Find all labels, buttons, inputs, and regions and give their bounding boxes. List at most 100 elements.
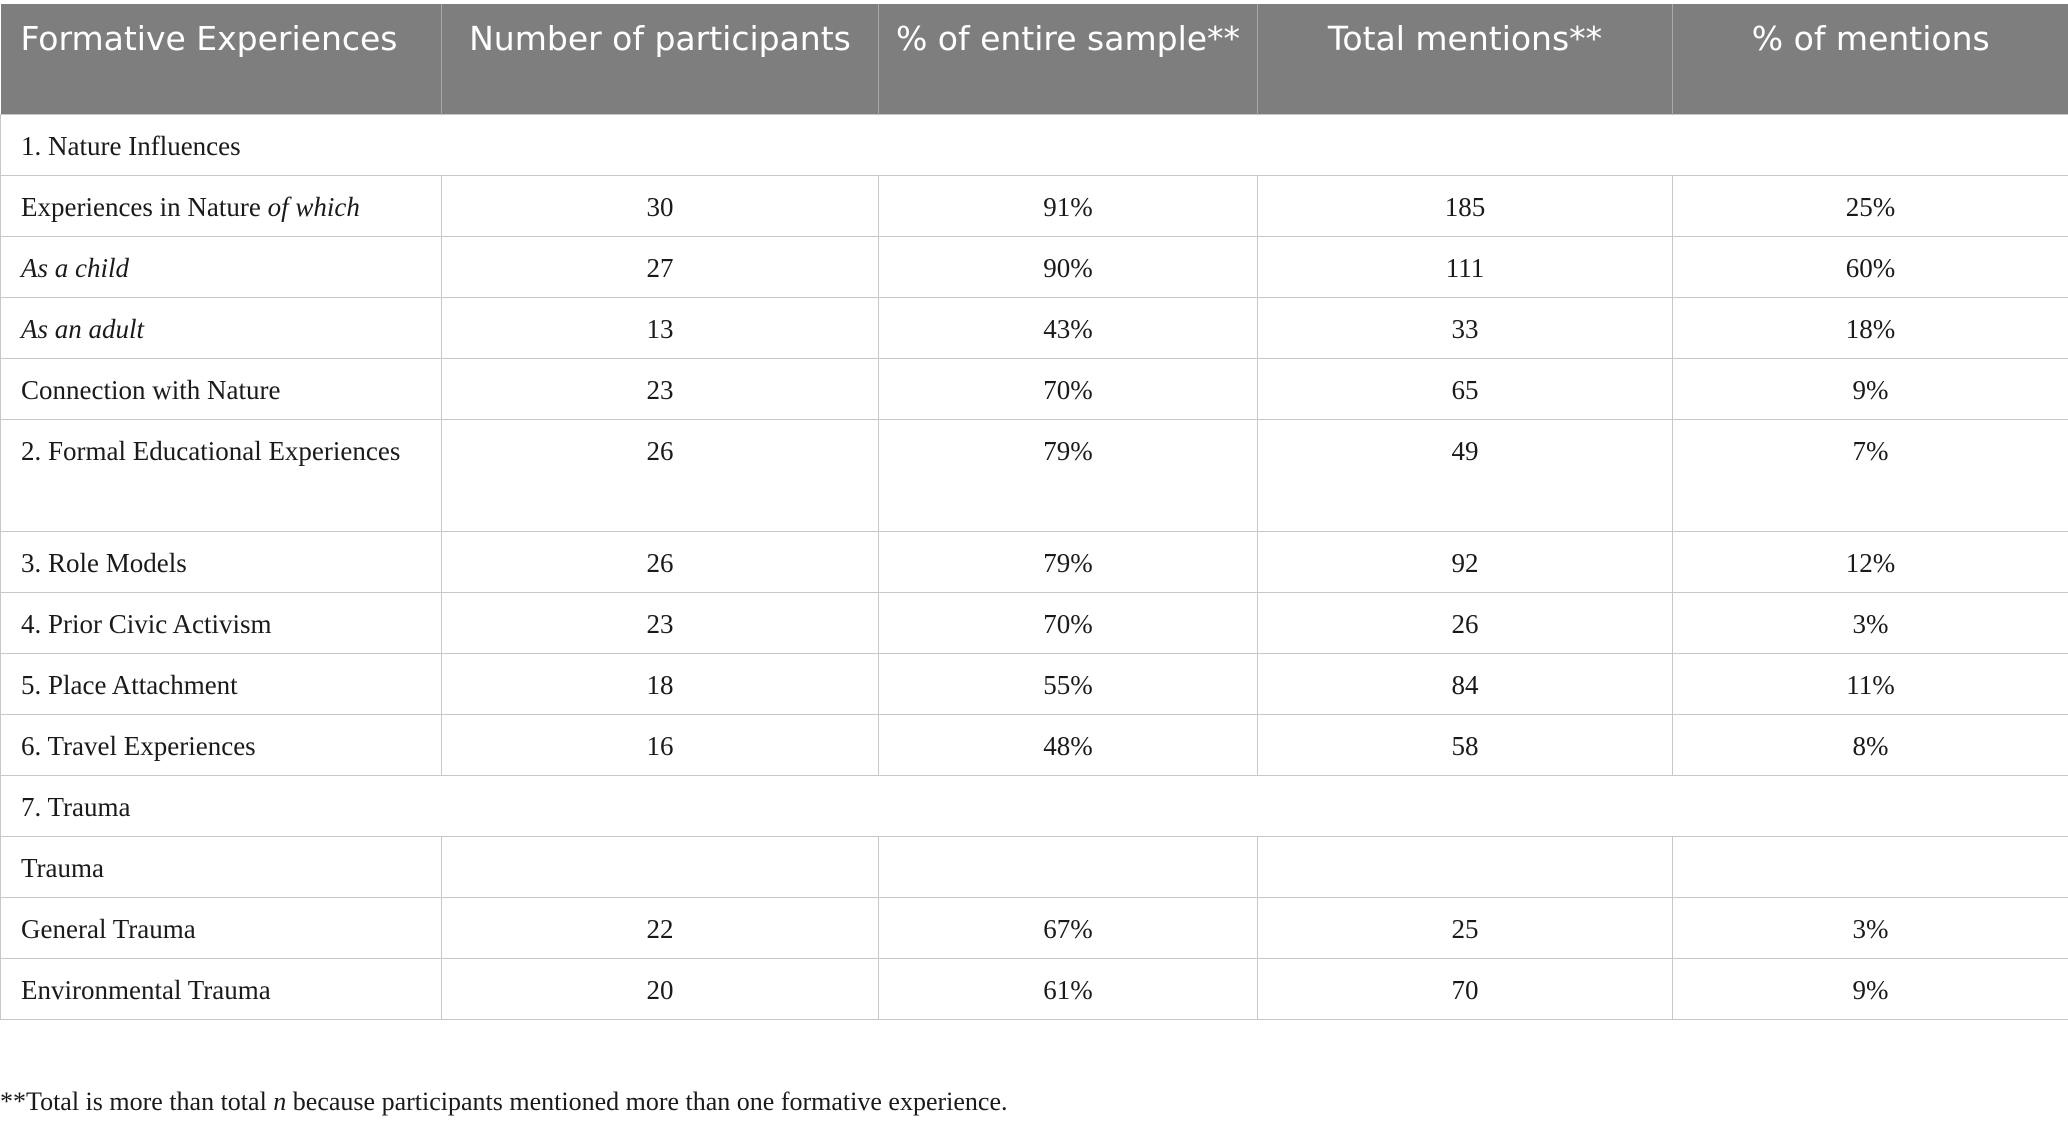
cell-percent-of-entire-sample: 70% (878, 591, 1258, 654)
cell-total-mentions: 70 (1257, 957, 1673, 1020)
cell-total-mentions: 65 (1257, 357, 1673, 420)
row-label: Experiences in Nature of which (0, 174, 442, 237)
row-label: As an adult (0, 296, 442, 359)
cell-percent-of-mentions: 3% (1672, 591, 2068, 654)
cell-number-of-participants: 20 (441, 957, 879, 1020)
cell-number-of-participants: 13 (441, 296, 879, 359)
cell-total-mentions: 84 (1257, 652, 1673, 715)
row-label-text: 3. Role Models (21, 547, 187, 578)
table-row: Trauma (0, 835, 2068, 898)
row-label-text: 2. Formal Educational Experiences (21, 435, 401, 466)
cell-total-mentions: 58 (1257, 713, 1673, 776)
cell-total-mentions (1257, 835, 1673, 898)
table-row: 4. Prior Civic Activism 23 70% 26 3% (0, 591, 2068, 654)
cell-percent-of-mentions: 7% (1672, 418, 2068, 532)
row-label-text: General Trauma (21, 913, 196, 944)
cell-percent-of-mentions: 11% (1672, 652, 2068, 715)
section-label: 7. Trauma (0, 774, 2068, 837)
cell-percent-of-mentions: 25% (1672, 174, 2068, 237)
row-label: 6. Travel Experiences (0, 713, 442, 776)
cell-percent-of-mentions: 3% (1672, 896, 2068, 959)
row-label-text: Connection with Nature (21, 374, 281, 405)
formative-experiences-table: Formative Experiences Number of particip… (0, 4, 2068, 1020)
header-percent-of-mentions: % of mentions (1672, 4, 2068, 114)
table-row: Connection with Nature 23 70% 65 9% (0, 357, 2068, 420)
table-row: 6. Travel Experiences 16 48% 58 8% (0, 713, 2068, 776)
cell-percent-of-entire-sample (878, 835, 1258, 898)
cell-percent-of-entire-sample: 70% (878, 357, 1258, 420)
row-label: 5. Place Attachment (0, 652, 442, 715)
footnote-prefix: **Total is more than total (0, 1087, 274, 1116)
row-label: As a child (0, 235, 442, 298)
row-label: General Trauma (0, 896, 442, 959)
cell-percent-of-entire-sample: 67% (878, 896, 1258, 959)
header-formative-experiences: Formative Experiences (0, 4, 442, 114)
cell-percent-of-entire-sample: 79% (878, 418, 1258, 532)
cell-number-of-participants: 30 (441, 174, 879, 237)
table-row: Experiences in Nature of which 30 91% 185 25… (0, 174, 2068, 237)
cell-number-of-participants: 16 (441, 713, 879, 776)
header-total-mentions: Total mentions** (1257, 4, 1673, 114)
cell-number-of-participants: 18 (441, 652, 879, 715)
cell-number-of-participants: 23 (441, 357, 879, 420)
cell-percent-of-entire-sample: 91% (878, 174, 1258, 237)
cell-percent-of-mentions: 9% (1672, 957, 2068, 1020)
cell-percent-of-entire-sample: 55% (878, 652, 1258, 715)
table-row: 5. Place Attachment 18 55% 84 11% (0, 652, 2068, 715)
cell-number-of-participants: 27 (441, 235, 879, 298)
header-percent-of-entire-sample: % of entire sample** (878, 4, 1258, 114)
row-label-text: 5. Place Attachment (21, 669, 238, 700)
footnote: **Total is more than total n because par… (0, 1087, 1008, 1117)
table-row: As an adult 13 43% 33 18% (0, 296, 2068, 359)
cell-number-of-participants: 22 (441, 896, 879, 959)
row-label: Trauma (0, 835, 442, 898)
cell-percent-of-mentions: 12% (1672, 530, 2068, 593)
cell-number-of-participants (441, 835, 879, 898)
cell-percent-of-mentions: 9% (1672, 357, 2068, 420)
row-label: 2. Formal Educational Experiences (0, 418, 442, 532)
cell-total-mentions: 26 (1257, 591, 1673, 654)
cell-percent-of-entire-sample: 48% (878, 713, 1258, 776)
cell-total-mentions: 33 (1257, 296, 1673, 359)
cell-percent-of-mentions: 18% (1672, 296, 2068, 359)
table-row: As a child 27 90% 111 60% (0, 235, 2068, 298)
footnote-suffix: because participants mentioned more than… (286, 1087, 1008, 1116)
cell-total-mentions: 92 (1257, 530, 1673, 593)
row-label-text: Experiences in Nature (21, 191, 261, 222)
row-label: 4. Prior Civic Activism (0, 591, 442, 654)
cell-percent-of-mentions: 60% (1672, 235, 2068, 298)
row-label-italic: As an adult (21, 313, 145, 344)
cell-total-mentions: 25 (1257, 896, 1673, 959)
cell-number-of-participants: 26 (441, 418, 879, 532)
row-label: Environmental Trauma (0, 957, 442, 1020)
table-row: General Trauma 22 67% 25 3% (0, 896, 2068, 959)
cell-number-of-participants: 26 (441, 530, 879, 593)
cell-percent-of-entire-sample: 61% (878, 957, 1258, 1020)
cell-percent-of-mentions (1672, 835, 2068, 898)
footnote-italic: n (273, 1087, 287, 1116)
cell-total-mentions: 49 (1257, 418, 1673, 532)
cell-percent-of-entire-sample: 43% (878, 296, 1258, 359)
cell-percent-of-entire-sample: 90% (878, 235, 1258, 298)
header-number-of-participants: Number of participants (441, 4, 879, 114)
cell-total-mentions: 111 (1257, 235, 1673, 298)
section-row: 1. Nature Influences (0, 113, 2068, 176)
row-label: Connection with Nature (0, 357, 442, 420)
table-row: Environmental Trauma 20 61% 70 9% (0, 957, 2068, 1020)
row-label-italic-suffix: of which (267, 191, 360, 222)
table-row: 2. Formal Educational Experiences 26 79% 49… (0, 418, 2068, 532)
cell-number-of-participants: 23 (441, 591, 879, 654)
section-row: 7. Trauma (0, 774, 2068, 837)
section-label: 1. Nature Influences (0, 113, 2068, 176)
cell-percent-of-entire-sample: 79% (878, 530, 1258, 593)
row-label-italic: As a child (21, 252, 129, 283)
table-row: 3. Role Models 26 79% 92 12% (0, 530, 2068, 593)
row-label-text: Environmental Trauma (21, 974, 271, 1005)
table-body: 1. Nature Influences Experiences in Natur… (0, 113, 2068, 1020)
row-label-text: Trauma (21, 852, 105, 883)
cell-total-mentions: 185 (1257, 174, 1673, 237)
header-row: Formative Experiences Number of particip… (0, 4, 2068, 114)
row-label: 3. Role Models (0, 530, 442, 593)
row-label-text: 4. Prior Civic Activism (21, 608, 272, 639)
row-label-text: 6. Travel Experiences (21, 730, 256, 761)
